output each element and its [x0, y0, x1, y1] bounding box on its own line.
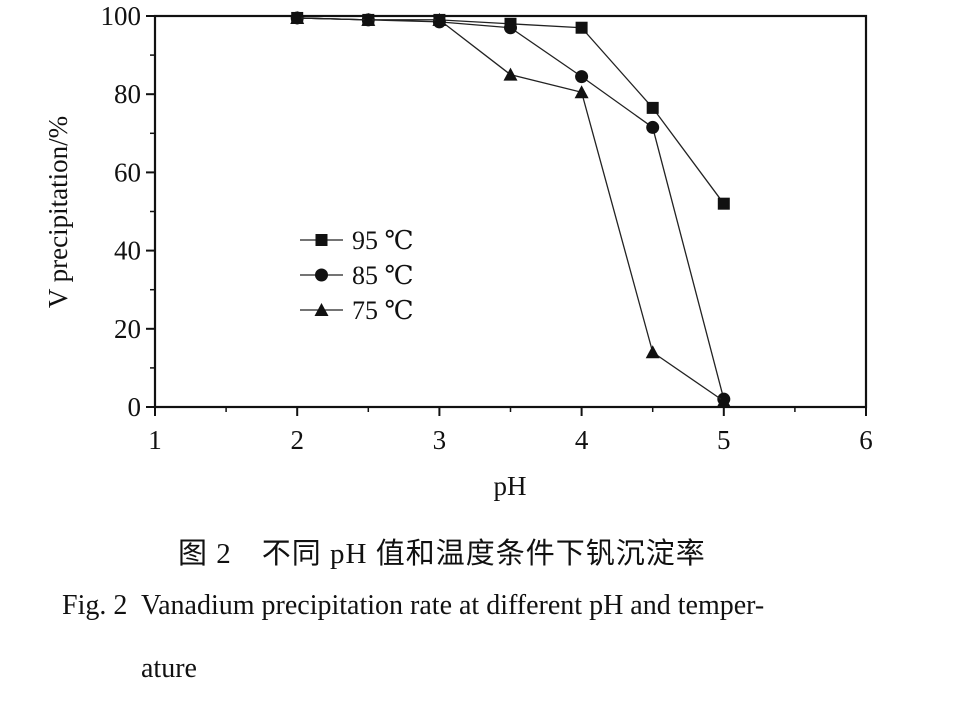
y-tick-label: 60	[114, 157, 141, 187]
y-tick-label: 40	[114, 236, 141, 266]
figure-caption-english: Fig. 2 Vanadium precipitation rate at dif…	[62, 590, 764, 622]
data-point-triangle	[645, 345, 660, 359]
figure-caption-chinese: 图 2 不同 pH 值和温度条件下钒沉淀率	[178, 538, 706, 570]
data-point-square	[717, 197, 730, 210]
legend-label: 95 ℃	[352, 226, 414, 255]
data-point-square	[646, 101, 659, 114]
x-tick-label: 5	[717, 425, 731, 455]
legend-label: 75 ℃	[352, 296, 414, 325]
data-point-triangle	[574, 85, 589, 99]
y-tick-label: 100	[101, 1, 142, 31]
legend-item: 75 ℃	[300, 296, 414, 325]
data-point-circle	[504, 21, 517, 35]
figure-number-label: Fig. 2	[62, 590, 128, 621]
legend-marker-triangle	[314, 303, 329, 316]
data-point-triangle	[503, 67, 518, 81]
data-point-triangle	[716, 394, 731, 408]
series-triangle	[290, 10, 731, 408]
legend-marker-circle	[315, 268, 328, 282]
legend-item: 85 ℃	[300, 261, 414, 290]
data-point-square	[575, 21, 588, 34]
figure-caption-english-line2: ature	[141, 653, 197, 684]
series-layer	[290, 10, 731, 408]
series-square	[291, 11, 730, 210]
legend-marker-square	[315, 234, 328, 246]
figure-caption-english-line1: Vanadium precipitation rate at different…	[141, 590, 765, 621]
x-axis-label: pH	[494, 471, 527, 501]
legend: 95 ℃ 85 ℃ 75 ℃	[300, 226, 414, 325]
data-point-triangle	[432, 12, 447, 26]
legend-item: 95 ℃	[300, 226, 414, 255]
data-point-triangle	[361, 12, 376, 26]
data-point-circle	[646, 120, 660, 134]
x-tick-label: 4	[575, 425, 589, 455]
data-point-circle	[575, 70, 589, 84]
x-tick-label: 2	[290, 425, 304, 455]
x-tick-label: 1	[148, 425, 162, 455]
legend-label: 85 ℃	[352, 261, 414, 290]
y-tick-label: 20	[114, 314, 141, 344]
series-line	[297, 17, 725, 205]
data-point-triangle	[290, 10, 305, 24]
y-tick-label: 80	[114, 79, 141, 109]
x-tick-label: 3	[433, 425, 447, 455]
y-axis-label: V precipitation/%	[43, 116, 73, 308]
x-tick-label: 6	[859, 425, 873, 455]
y-tick-label: 0	[128, 392, 142, 422]
